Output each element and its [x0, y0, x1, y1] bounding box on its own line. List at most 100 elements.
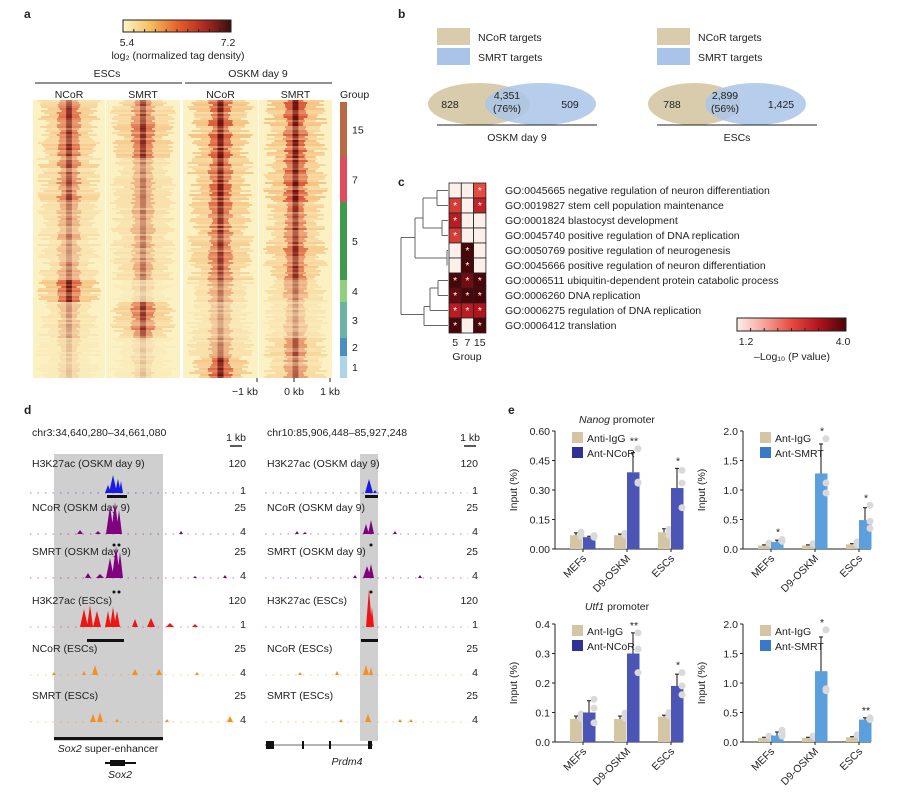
heatmap-row: [284, 314, 307, 316]
heatmap-row: [132, 280, 154, 282]
data-point: [678, 504, 686, 512]
legend-label: SMRT targets: [478, 52, 542, 64]
heatmap-row: [140, 118, 146, 120]
heatmap-row: [217, 224, 224, 226]
heatmap-row: [131, 254, 155, 256]
heatmap-row: [131, 244, 155, 246]
heatmap-row: [132, 194, 154, 196]
heatmap-row: [140, 348, 146, 350]
heatmap-row: [217, 206, 224, 208]
track-min: 1: [240, 619, 246, 631]
significance-star: *: [465, 275, 469, 287]
significance-star: *: [465, 260, 469, 272]
heatmap-row: [131, 372, 155, 374]
heatmap-row: [39, 270, 99, 272]
heatmap-row: [292, 308, 299, 310]
significance-star: *: [478, 320, 482, 332]
heatmap-row: [217, 132, 224, 134]
heatmap-row: [140, 330, 146, 332]
heatmap-row: [274, 318, 317, 320]
heatmap-row: [66, 336, 72, 338]
heatmap-row: [287, 358, 304, 360]
heatmap-row: [66, 118, 72, 120]
heatmap-row: [109, 112, 177, 114]
heatmap-row: [130, 282, 156, 284]
heatmap-row: [110, 310, 176, 312]
heatmap-row: [187, 322, 254, 324]
heatmap-row: [116, 212, 170, 214]
heatmap-row: [292, 256, 299, 258]
heatmap-row: [59, 138, 79, 140]
heatmap-row: [283, 366, 308, 368]
heatmap-row: [47, 330, 91, 332]
heatmap-row: [269, 324, 322, 326]
heatmap-row: [269, 286, 322, 288]
heatmap-row: [140, 334, 146, 336]
heatmap-row: [292, 118, 299, 120]
heatmap-row: [140, 350, 146, 352]
heatmap-row: [210, 294, 231, 296]
heatmap-row: [135, 170, 151, 172]
heatmap-row: [140, 240, 146, 242]
heatmap-row: [66, 126, 72, 128]
heatmap-row: [207, 292, 234, 294]
heatmap-row: [217, 296, 224, 298]
heatmap-row: [135, 218, 151, 220]
heatmap-row: [66, 228, 72, 230]
heatmap-row: [122, 342, 164, 344]
group-tick-label: 5: [452, 337, 458, 349]
heatmap-row: [140, 280, 146, 282]
y-tick-label: 0.60: [530, 426, 551, 438]
panel-label: c: [398, 175, 405, 189]
heatmap-row: [133, 266, 153, 268]
heatmap-row: [140, 200, 146, 202]
heatmap-row: [292, 140, 299, 142]
gene-exon: [368, 741, 372, 749]
heatmap-row: [292, 178, 299, 180]
heatmap-row: [66, 250, 72, 252]
heatmap-row: [140, 314, 146, 316]
significance-star: *: [478, 290, 482, 302]
track-label: NCoR (ESCs): [32, 643, 97, 655]
heatmap-row: [57, 236, 81, 238]
heatmap-row: [292, 360, 299, 362]
heatmap-row: [66, 226, 72, 228]
heatmap-row: [217, 194, 224, 196]
heatmap-row: [119, 334, 167, 336]
heatmap-row: [217, 222, 224, 224]
heatmap-row: [269, 306, 322, 308]
significance-star: *: [453, 275, 457, 287]
heatmap-row: [268, 320, 323, 322]
colorbar-caption: log₂ (normalized tag density): [111, 50, 244, 62]
heatmap-row: [292, 120, 299, 122]
heatmap-row: [217, 136, 224, 138]
venn-overlap: 4,351: [494, 90, 520, 102]
heatmap-row: [130, 346, 156, 348]
heatmap-row: [117, 170, 169, 172]
heatmap-row: [66, 362, 72, 364]
heatmap-row: [140, 230, 146, 232]
heatmap-row: [66, 116, 72, 118]
heatmap-row: [212, 324, 229, 326]
heatmap-row: [66, 268, 72, 270]
legend-swatch: [760, 625, 771, 636]
heatmap-row: [292, 300, 299, 302]
heatmap-row: [140, 192, 146, 194]
go-cell: [460, 197, 474, 214]
heatmap-row: [217, 128, 224, 130]
heatmap-row: [66, 258, 72, 260]
group-label: 4: [352, 286, 358, 298]
heatmap-row: [37, 244, 101, 246]
track-label: NCoR (ESCs): [267, 643, 332, 655]
heatmap-row: [130, 182, 156, 184]
heatmap-row: [287, 334, 304, 336]
heatmap-row: [66, 372, 72, 374]
heatmap-row: [140, 346, 146, 348]
heatmap-row: [287, 230, 304, 232]
significance-star: *: [453, 290, 457, 302]
bar: [758, 545, 771, 549]
heatmap-row: [66, 310, 72, 312]
heatmap-row: [210, 174, 231, 176]
heatmap-row: [49, 240, 89, 242]
heatmap-row: [292, 370, 299, 372]
